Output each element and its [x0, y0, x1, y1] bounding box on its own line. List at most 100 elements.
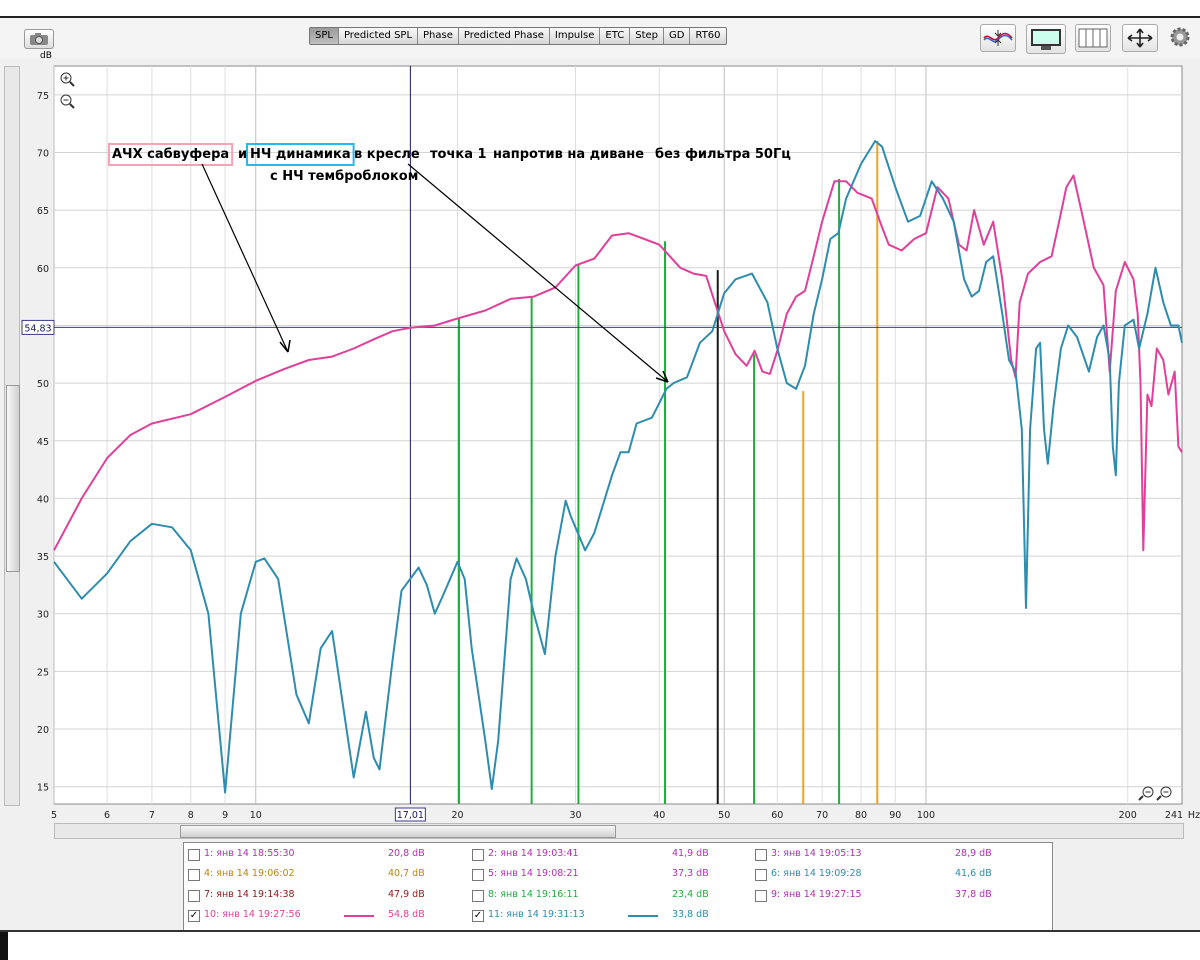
x-tick-label-max: 241: [1165, 810, 1183, 821]
horizontal-scrollbar[interactable]: [54, 823, 1184, 839]
legend-value: 47,9 dB: [388, 889, 425, 900]
legend-value: 23,4 dB: [672, 889, 709, 900]
annotation-text: напротив на диване: [493, 147, 644, 162]
zoom-icon-handle: [69, 103, 75, 109]
legend-label[interactable]: 10: янв 14 19:27:56: [204, 909, 301, 920]
tab-step[interactable]: Step: [630, 28, 665, 44]
legend-checkbox[interactable]: [472, 849, 484, 861]
x-tick-label: 50: [718, 810, 730, 821]
legend-checkbox[interactable]: [755, 890, 767, 902]
annotation-text: НЧ динамика: [250, 147, 351, 162]
cursor-x-readout: 17,01: [397, 810, 424, 821]
y-tick-label: 15: [37, 783, 49, 794]
fit-arrows-icon[interactable]: [1122, 24, 1158, 52]
legend-label[interactable]: 2: янв 14 19:03:41: [488, 848, 579, 859]
legend-label[interactable]: 5: янв 14 19:08:21: [488, 868, 579, 879]
legend-checkbox[interactable]: [188, 869, 200, 881]
arrow-line-woofer: [407, 163, 669, 383]
legend-checkbox[interactable]: [188, 849, 200, 861]
y-tick-label: 60: [37, 264, 49, 275]
annotation-text: и: [238, 147, 247, 162]
zoom-icon-handle: [1156, 795, 1162, 801]
x-tick-label: 7: [149, 810, 155, 821]
grid: [53, 66, 1182, 804]
legend-label[interactable]: 7: янв 14 19:14:38: [204, 889, 295, 900]
zoom-icon-handle: [69, 81, 75, 87]
legend-checkbox[interactable]: ✓: [472, 910, 484, 922]
y-tick-label: 20: [37, 725, 49, 736]
legend-checkbox[interactable]: [755, 869, 767, 881]
legend-checkbox[interactable]: [755, 849, 767, 861]
y-tick-label: 40: [37, 494, 49, 505]
x-tick-label: 6: [104, 810, 110, 821]
x-tick-label: 20: [451, 810, 463, 821]
tab-rt60[interactable]: RT60: [695, 30, 721, 41]
legend-label[interactable]: 6: янв 14 19:09:28: [771, 868, 862, 879]
legend-line-swatch: [344, 915, 374, 917]
legend-value: 41,6 dB: [955, 868, 992, 879]
y-tick-label: 65: [37, 206, 49, 217]
y-tick-label: 25: [37, 667, 49, 678]
response-view-icon[interactable]: [980, 24, 1016, 52]
bottom-area: [0, 932, 1200, 960]
legend-label[interactable]: 3: янв 14 19:05:13: [771, 848, 862, 859]
graph-tabs: SPL Predicted SPL Phase Predicted Phase …: [309, 27, 727, 45]
legend-checkbox[interactable]: [472, 890, 484, 902]
legend-value: 37,3 dB: [672, 868, 709, 879]
tab-predicted-phase[interactable]: Predicted Phase: [459, 28, 550, 44]
legend-label[interactable]: 9: янв 14 19:27:15: [771, 889, 862, 900]
x-tick-label: 10: [250, 810, 262, 821]
tab-spl[interactable]: SPL: [310, 28, 339, 44]
y-tick-label: 30: [37, 610, 49, 621]
annotation-text: АЧХ сабвуфера: [112, 147, 229, 162]
legend-value: 28,9 dB: [955, 848, 992, 859]
measurement-legend: 1: янв 14 18:55:30 20,8 dB 2: янв 14 19:03…: [183, 842, 1053, 932]
legend-checkbox[interactable]: [472, 869, 484, 881]
annotation-text: в кресле: [354, 147, 420, 162]
tab-impulse[interactable]: Impulse: [550, 28, 601, 44]
screen-view-icon[interactable]: [1026, 24, 1066, 54]
y-tick-label: 45: [37, 437, 49, 448]
gear-icon[interactable]: [1168, 25, 1192, 49]
tab-predicted-spl[interactable]: Predicted SPL: [339, 28, 419, 44]
tab-phase[interactable]: Phase: [418, 28, 459, 44]
x-tick-label: 30: [569, 810, 581, 821]
legend-value: 54,8 dB: [388, 909, 425, 920]
x-tick-label: 200: [1119, 810, 1137, 821]
x-tick-label: 40: [653, 810, 665, 821]
vertical-scrollbar[interactable]: [4, 66, 20, 806]
arrow-line-subwoofer: [201, 163, 289, 353]
x-tick-label: 5: [51, 810, 57, 821]
cursor-y-box: [21, 319, 55, 335]
arrow-head-woofer: [655, 370, 669, 383]
legend-checkbox[interactable]: ✓: [188, 910, 200, 922]
legend-value: 41,9 dB: [672, 848, 709, 859]
camera-icon[interactable]: [24, 29, 54, 49]
annotation-text: без фильтра 50Гц: [655, 147, 791, 162]
top-window-strip: [0, 0, 1200, 18]
legend-label[interactable]: 1: янв 14 18:55:30: [204, 848, 295, 859]
annotation-box: [246, 143, 355, 166]
x-tick-label: 8: [188, 810, 194, 821]
annotation-text: точка 1: [430, 147, 487, 162]
annotation-text: с НЧ темброблоком: [270, 169, 418, 184]
legend-checkbox[interactable]: [188, 890, 200, 902]
x-tick-label: 100: [917, 810, 935, 821]
zoom-icon-handle: [1138, 795, 1144, 801]
legend-value: 20,8 dB: [388, 848, 425, 859]
columns-icon[interactable]: [1075, 24, 1111, 52]
tab-etc[interactable]: ETC: [600, 28, 631, 44]
cursor-y-readout: 54,83: [24, 323, 51, 334]
y-tick-label: 35: [37, 552, 49, 563]
annotation-box: [108, 143, 234, 166]
y-tick-label: 75: [37, 91, 49, 102]
legend-value: 37,8 dB: [955, 889, 992, 900]
vertical-scroll-thumb[interactable]: [6, 385, 20, 572]
horizontal-scroll-thumb[interactable]: [180, 825, 616, 838]
tab-gd[interactable]: GD: [664, 28, 691, 44]
legend-line-swatch: [628, 915, 658, 917]
legend-label[interactable]: 4: янв 14 19:06:02: [204, 868, 295, 879]
legend-value: 33,8 dB: [672, 909, 709, 920]
legend-label[interactable]: 8: янв 14 19:16:11: [488, 889, 579, 900]
legend-label[interactable]: 11: янв 14 19:31:13: [488, 909, 585, 920]
